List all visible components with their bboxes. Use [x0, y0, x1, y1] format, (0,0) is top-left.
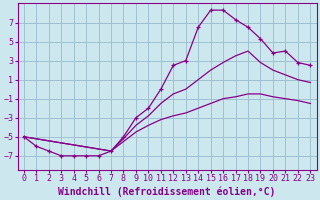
X-axis label: Windchill (Refroidissement éolien,°C): Windchill (Refroidissement éolien,°C)	[58, 186, 276, 197]
